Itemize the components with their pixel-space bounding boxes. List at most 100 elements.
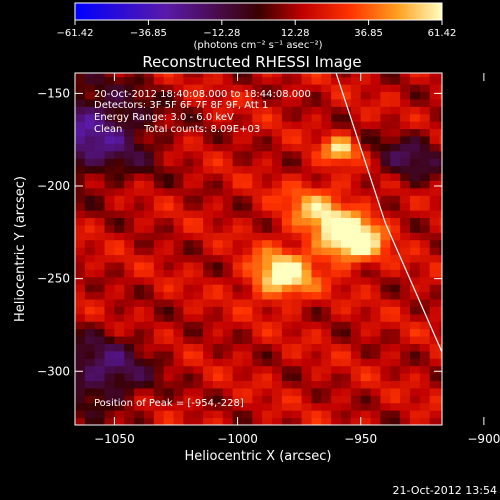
heatmap-cell [163,195,175,204]
heatmap-cell [409,358,421,367]
heatmap-cell [429,328,441,337]
heatmap-cell [400,402,411,411]
heatmap-cell [104,328,115,337]
heatmap-cell [360,128,372,137]
heatmap-cell [409,261,421,270]
heatmap-cell [331,202,342,211]
heatmap-cell [222,180,234,189]
heatmap-cell [409,180,421,189]
y-tick-label: −200 [37,179,70,193]
heatmap-cell [350,91,362,100]
heatmap-cell [390,224,401,233]
heatmap-cell [419,180,431,189]
heatmap-cell [163,387,175,396]
heatmap-cell [370,91,381,100]
heatmap-cell [114,410,125,419]
heatmap-cell [193,373,204,382]
heatmap-cell [370,395,381,404]
heatmap-cell [212,202,224,211]
heatmap-cell [242,284,253,293]
heatmap-cell [390,321,401,330]
heatmap-cell [153,232,165,241]
heatmap-cell [291,143,303,152]
heatmap-cell [321,128,332,137]
heatmap-cell [272,210,283,219]
heatmap-cell [331,91,342,100]
heatmap-cell [321,187,332,196]
heatmap-cell [222,328,234,337]
heatmap-cell [419,291,431,300]
heatmap-cell [341,417,352,425]
heatmap-cell [311,202,322,211]
heatmap-cell [114,321,125,330]
heatmap-cell [429,313,441,322]
heatmap-cell [124,269,135,278]
heatmap-cell [114,284,125,293]
heatmap-cell [222,269,234,278]
heatmap-cell [163,402,175,411]
heatmap-cell [291,217,303,226]
heatmap-cell [350,210,362,219]
heatmap-cell [173,84,184,93]
heatmap-cell [124,232,135,241]
heatmap-cell [242,261,253,270]
heatmap-cell [104,173,115,181]
heatmap-cell [173,365,184,374]
heatmap-cell [321,321,332,330]
heatmap-cell [163,187,175,196]
heatmap-cell [104,73,115,78]
heatmap-cell [75,276,86,285]
heatmap-cell [114,143,125,152]
heatmap-cell [193,173,204,181]
heatmap-cell [193,328,204,337]
heatmap-cell [311,210,322,219]
heatmap-cell [400,106,411,115]
heatmap-cell [114,84,125,93]
heatmap-cell [163,328,175,337]
heatmap-cell [173,113,184,122]
heatmap-cell [429,128,441,137]
heatmap-cell [193,299,204,307]
heatmap-cell [390,121,401,130]
heatmap-cell [242,165,253,174]
heatmap-cell [104,321,115,330]
heatmap-cell [439,106,442,115]
heatmap-cell [291,135,303,144]
heatmap-cell [173,91,184,100]
heatmap-cell [134,373,145,382]
heatmap-cell [124,210,135,219]
heatmap-cell [311,98,322,107]
heatmap-cell [360,284,372,293]
heatmap-cell [193,417,204,425]
heatmap-cell [173,284,184,293]
heatmap-cell [153,410,165,419]
heatmap-cell [281,165,293,174]
heatmap-cell [370,210,381,219]
heatmap-cell [222,254,234,263]
heatmap-cell [272,387,283,396]
heatmap-cell [390,395,401,404]
heatmap-cell [153,143,165,152]
heatmap-cell [439,328,442,337]
heatmap-cell [301,210,312,219]
heatmap-cell [360,254,372,263]
heatmap-cell [114,343,125,352]
heatmap-cell [380,187,391,196]
heatmap-cell [212,150,224,159]
heatmap-cell [143,373,155,382]
heatmap-cell [153,165,165,174]
heatmap-cell [183,135,194,144]
heatmap-cell [75,321,86,330]
heatmap-cell [281,261,293,270]
heatmap-cell [143,395,155,404]
heatmap-cell [311,321,322,330]
heatmap-cell [360,410,372,419]
heatmap-cell [321,84,332,93]
heatmap-cell [400,165,411,174]
heatmap-cell [94,150,106,159]
heatmap-cell [341,284,352,293]
heatmap-cell [439,291,442,300]
heatmap-cell [380,173,391,181]
heatmap-cell [193,135,204,144]
heatmap-cell [203,306,214,315]
